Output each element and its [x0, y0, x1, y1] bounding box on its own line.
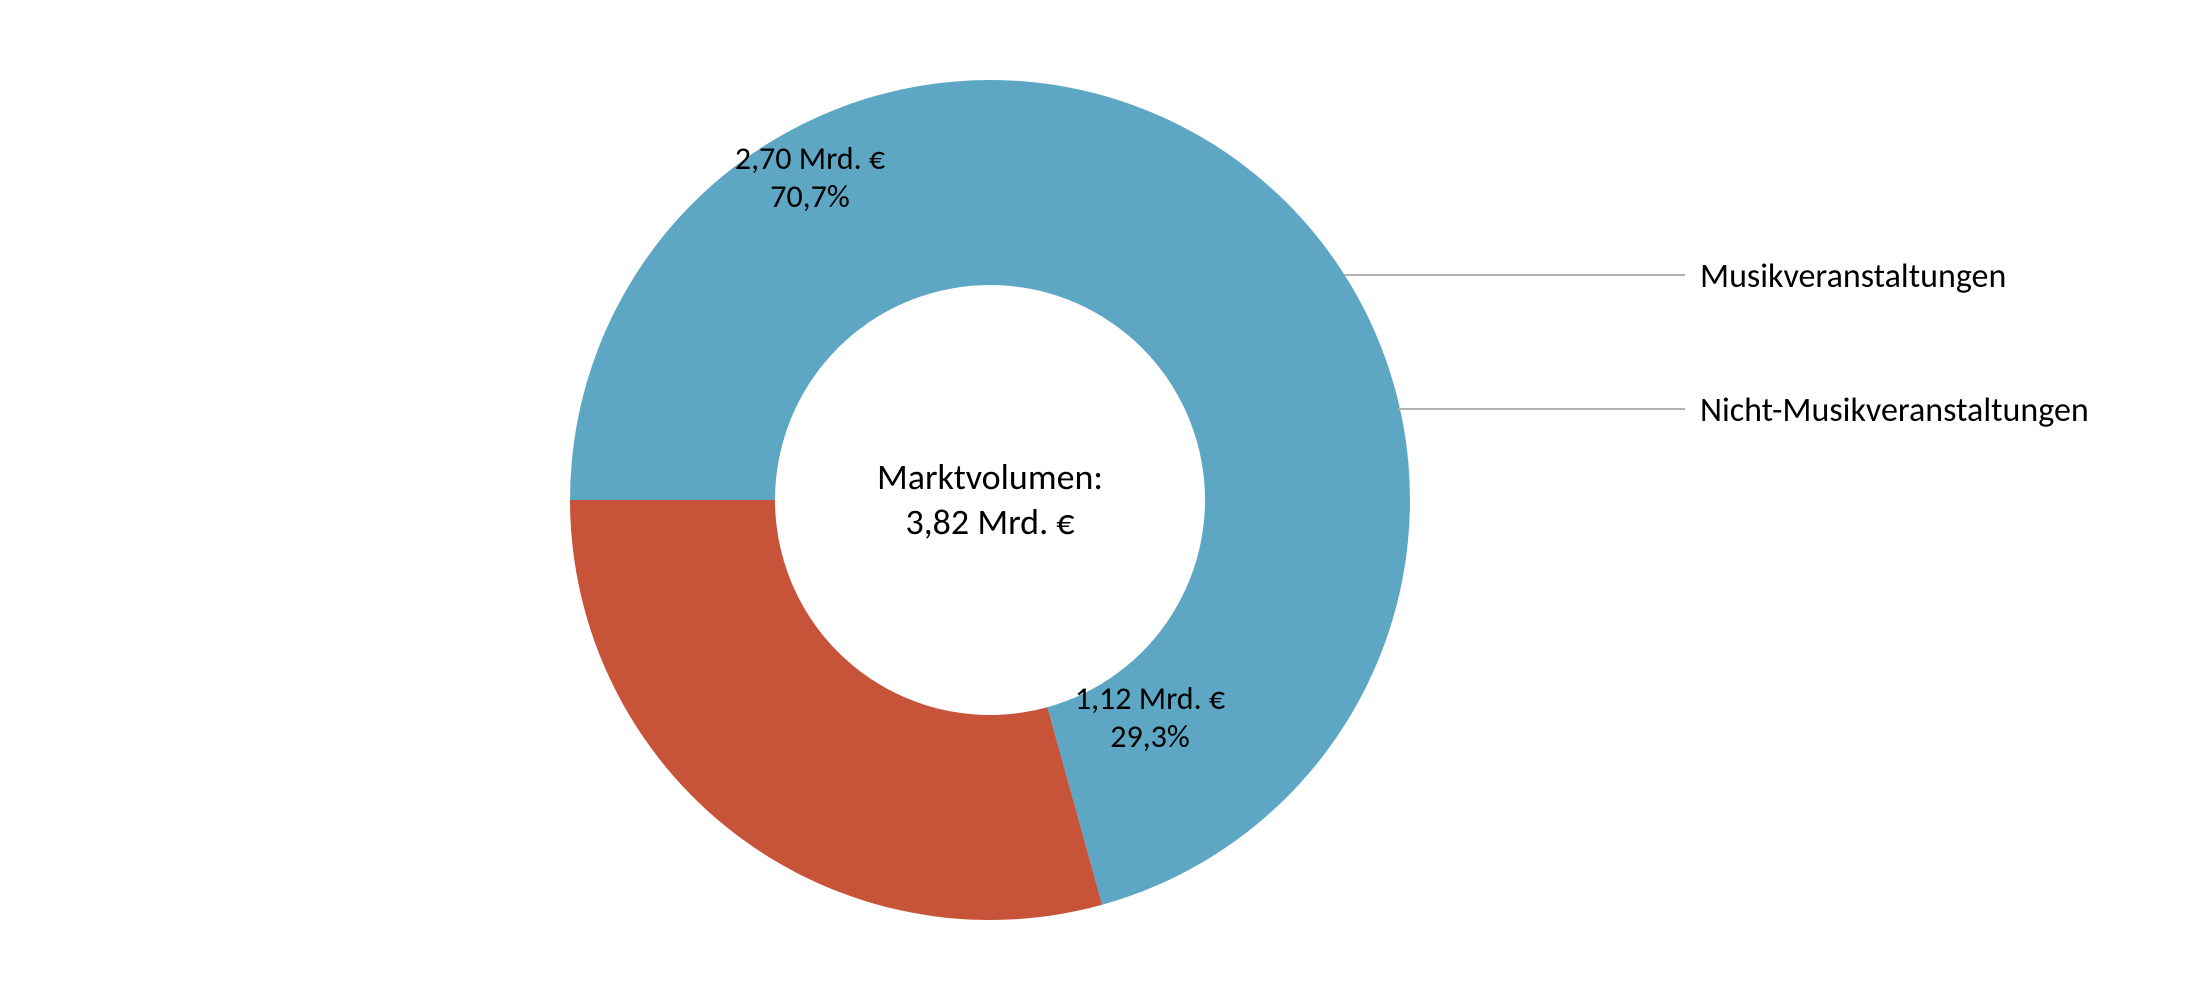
slice-value-nonmusic: 1,12 Mrd. € [1030, 680, 1270, 718]
slice-percent-nonmusic: 29,3% [1030, 718, 1270, 756]
center-total-label: Marktvolumen: 3,82 Mrd. € [790, 455, 1190, 545]
center-total-line2: 3,82 Mrd. € [790, 500, 1190, 545]
slice-value-music: 2,70 Mrd. € [690, 140, 930, 178]
legend-label-nonmusic: Nicht-Musikveranstaltungen [1700, 390, 2089, 431]
legend-label-music: Musikveranstaltungen [1700, 256, 2006, 297]
slice-label-music: 2,70 Mrd. € 70,7% [690, 140, 930, 217]
donut-slice-nonmusic [570, 500, 1102, 920]
donut-chart: Marktvolumen: 3,82 Mrd. € 2,70 Mrd. € 70… [0, 0, 2200, 1000]
slice-label-nonmusic: 1,12 Mrd. € 29,3% [1030, 680, 1270, 757]
slice-percent-music: 70,7% [690, 178, 930, 216]
center-total-line1: Marktvolumen: [790, 455, 1190, 500]
